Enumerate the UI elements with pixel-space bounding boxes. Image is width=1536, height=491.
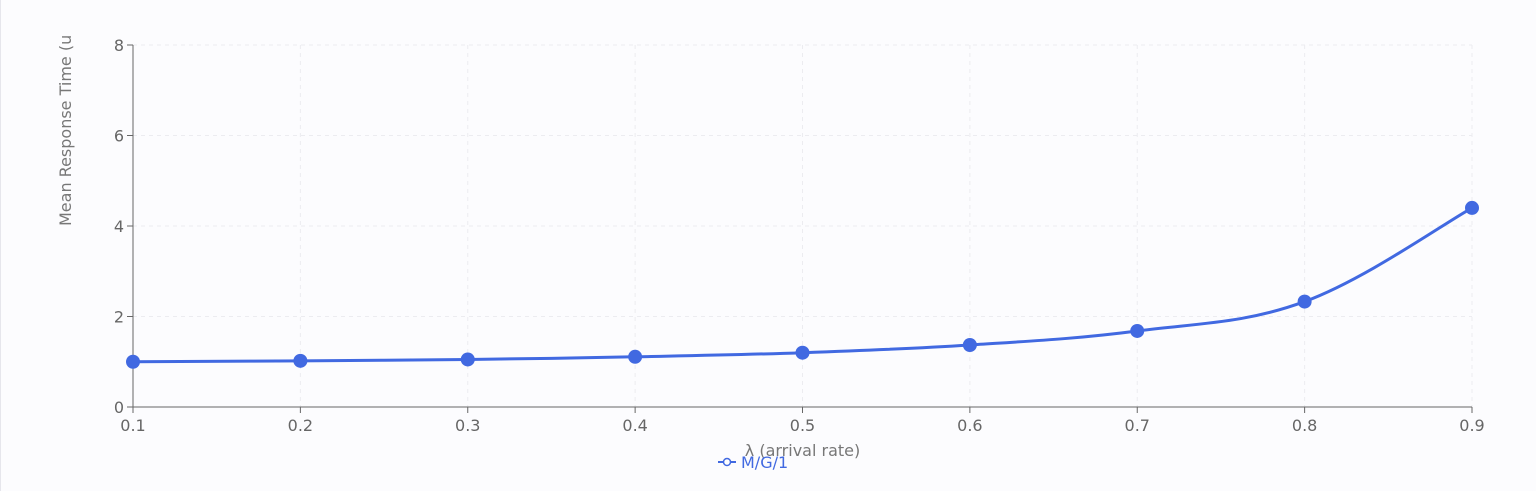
data-point[interactable] [1465, 200, 1479, 215]
axes: 0 2 4 6 8 0.1 0.2 0.3 0.4 0.5 0.6 0.7 0.8 0.9 [114, 36, 1485, 435]
y-tick-label: 2 [114, 308, 124, 327]
x-axis-title: λ (arrival rate) [745, 441, 860, 460]
y-tick-label: 4 [114, 217, 124, 236]
legend-label: M/G/1 [741, 453, 788, 472]
x-tick-label: 0.8 [1292, 416, 1317, 435]
y-tick-label: 8 [114, 36, 124, 55]
series-layer [126, 200, 1479, 369]
legend-dot-marker [722, 457, 732, 467]
y-axis-title: Mean Response Time (u [56, 35, 75, 226]
data-point[interactable] [1130, 323, 1145, 338]
data-point[interactable] [460, 352, 475, 367]
data-point[interactable] [293, 353, 308, 368]
x-tick-label: 0.1 [120, 416, 145, 435]
x-tick-label: 0.3 [455, 416, 480, 435]
legend-item-m-g-1[interactable]: M/G/1 [718, 453, 788, 472]
x-tick-label: 0.6 [957, 416, 982, 435]
x-tick-label: 0.9 [1459, 416, 1484, 435]
x-tick-label: 0.2 [288, 416, 313, 435]
data-point[interactable] [1297, 294, 1312, 309]
y-tick-label: 0 [114, 398, 124, 417]
x-tick-label: 0.5 [790, 416, 815, 435]
data-point[interactable] [126, 354, 140, 369]
data-point[interactable] [795, 345, 810, 360]
x-tick-label: 0.4 [622, 416, 647, 435]
y-tick-label: 6 [114, 127, 124, 146]
x-tick-label: 0.7 [1125, 416, 1150, 435]
data-point[interactable] [962, 338, 977, 353]
data-point[interactable] [628, 349, 643, 364]
